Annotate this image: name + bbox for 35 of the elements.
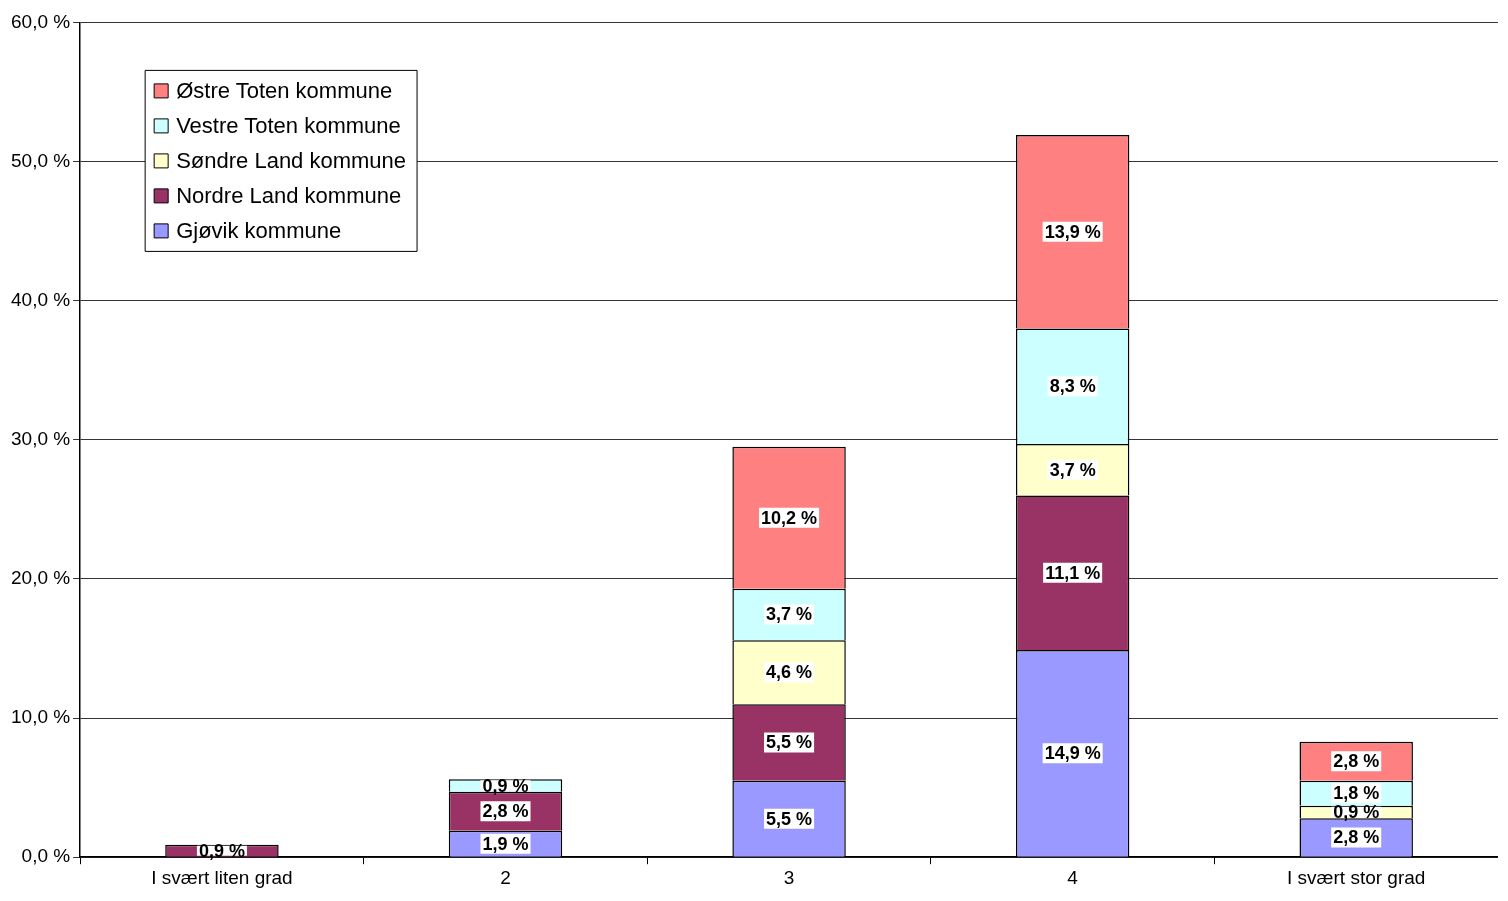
y-tick-label: 30,0 % <box>11 428 71 450</box>
data-label: 0,9 % <box>482 775 529 796</box>
data-label: 10,2 % <box>761 507 818 528</box>
data-label: 4,6 % <box>766 662 813 683</box>
legend-label: Gjøvik kommune <box>176 217 342 243</box>
data-label: 8,3 % <box>1049 376 1096 397</box>
x-tick-label: 4 <box>1067 866 1079 888</box>
data-label: 3,7 % <box>766 604 813 625</box>
legend-label: Østre Toten kommune <box>176 77 393 103</box>
data-label: 11,1 % <box>1045 562 1101 583</box>
x-tick-label: 2 <box>500 866 511 888</box>
legend-label: Nordre Land kommune <box>176 182 402 208</box>
y-tick-label: 10,0 % <box>11 706 71 728</box>
data-label: 5,5 % <box>766 808 813 829</box>
data-label: 1,9 % <box>482 833 529 854</box>
x-tick-label: 3 <box>783 866 795 888</box>
data-label: 0,9 % <box>198 840 245 861</box>
y-tick-label: 20,0 % <box>11 567 71 589</box>
x-tick-label: I svært stor grad <box>1287 866 1426 888</box>
data-label: 2,8 % <box>1333 827 1380 848</box>
data-label: 2,8 % <box>1333 751 1380 772</box>
x-tick-label: I svært liten grad <box>151 866 293 888</box>
data-label: 3,7 % <box>1049 459 1096 480</box>
y-tick-label: 60,0 % <box>11 10 71 32</box>
data-label: 5,5 % <box>766 732 813 753</box>
legend-label: Søndre Land kommune <box>176 147 407 173</box>
y-tick-label: 40,0 % <box>11 288 71 310</box>
y-tick-label: 50,0 % <box>11 149 71 171</box>
legend-label: Vestre Toten kommune <box>176 112 401 138</box>
data-label: 2,8 % <box>482 801 529 822</box>
data-label: 1,8 % <box>1333 783 1380 804</box>
data-label: 0,9 % <box>1333 801 1380 822</box>
data-label: 14,9 % <box>1044 743 1101 764</box>
data-label: 13,9 % <box>1044 221 1101 242</box>
y-tick-label: 0,0 % <box>21 845 71 867</box>
